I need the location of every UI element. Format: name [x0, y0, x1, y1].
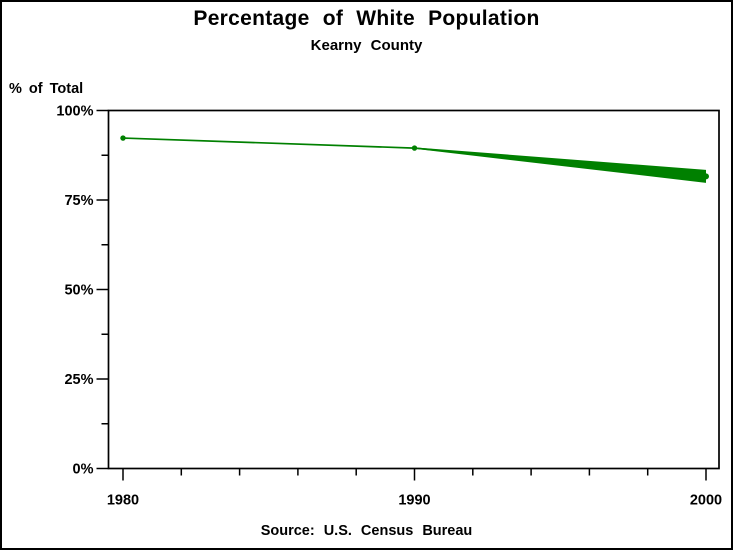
- y-tick-label: 75%: [64, 193, 93, 209]
- y-axis-title: % of Total: [9, 81, 84, 97]
- data-point-marker: [411, 145, 418, 151]
- x-tick-label: 1990: [398, 493, 430, 509]
- source-note: Source: U.S. Census Bureau: [260, 523, 473, 539]
- x-tick-label: 1980: [107, 493, 139, 509]
- data-point-marker: [120, 135, 126, 141]
- chart-title: Percentage of White Population: [193, 7, 540, 30]
- y-tick-label: 50%: [64, 283, 93, 299]
- data-point-marker: [703, 173, 709, 180]
- y-tick-label: 25%: [64, 372, 93, 388]
- series-band: [414, 147, 706, 183]
- y-tick-label: 100%: [56, 104, 93, 120]
- x-tick-label: 2000: [690, 493, 722, 509]
- y-tick-label: 0%: [73, 462, 94, 478]
- chart-subtitle: Kearny County: [310, 37, 423, 54]
